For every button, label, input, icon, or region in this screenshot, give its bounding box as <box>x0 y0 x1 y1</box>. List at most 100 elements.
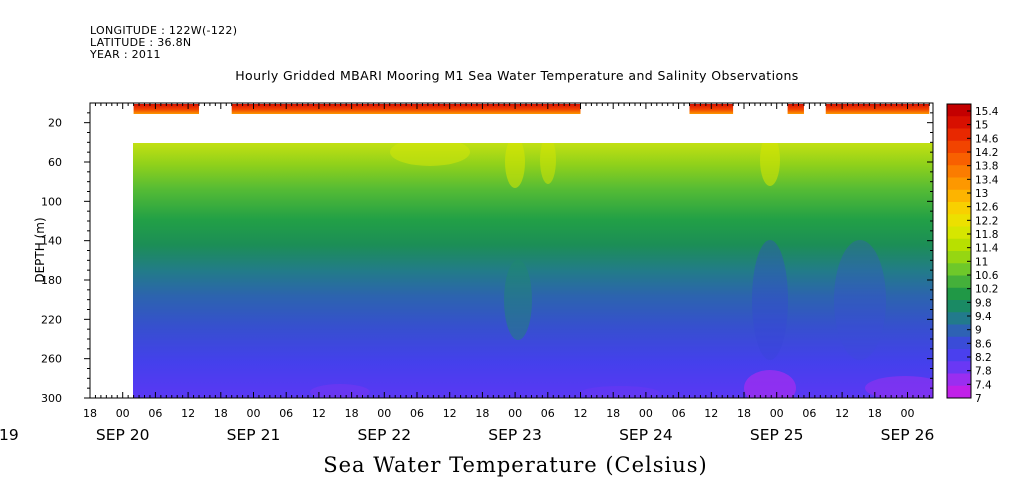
x-hour-label: 00 <box>901 407 915 420</box>
colorbar-label: 12.2 <box>975 215 998 227</box>
surface-bin <box>231 104 581 114</box>
x-day-label: SEP 20 <box>96 426 150 444</box>
colorbar-cell <box>947 349 971 362</box>
colorbar-cell <box>947 116 971 129</box>
x-hour-label: 06 <box>672 407 686 420</box>
x-hour-label: 18 <box>868 407 882 420</box>
temperature-field <box>133 143 933 398</box>
colorbar-cell <box>947 324 971 338</box>
colorbar-label: 7.8 <box>975 366 992 378</box>
x-day-label: SEP 22 <box>357 426 411 444</box>
x-day-label: SEP 25 <box>750 426 804 444</box>
year-label: YEAR : 2011 <box>90 48 161 61</box>
chart-title: Hourly Gridded MBARI Mooring M1 Sea Wate… <box>235 68 799 83</box>
colorbar-label: 13.8 <box>975 161 998 173</box>
colorbar-label: 15 <box>975 120 988 132</box>
x-hour-label: 00 <box>116 407 130 420</box>
x-hour-label: 12 <box>574 407 588 420</box>
colorbar-cell <box>947 336 971 350</box>
x-hour-label: 18 <box>214 407 228 420</box>
x-day-label: SEP 21 <box>227 426 281 444</box>
colorbar-cell <box>947 238 971 252</box>
axes: 20 60 100 140 180 220 260 300 18 00 06 12 18 00 06 12 18… <box>0 103 934 444</box>
x-day-label: SEP 19 <box>0 426 19 444</box>
colorbar-label: 15.4 <box>975 106 999 118</box>
colorbar-label: 9.8 <box>975 297 992 309</box>
colorbar-label: 7.4 <box>975 379 992 391</box>
x-hour-label: 06 <box>148 407 162 420</box>
colorbar-label: 14.6 <box>975 133 999 145</box>
colorbar-label: 14.2 <box>975 147 998 159</box>
colorbar-label: 7 <box>975 393 982 405</box>
colorbar-label: 10.2 <box>975 284 998 296</box>
colorbar-frame <box>946 103 972 399</box>
colorbar-label: 8.2 <box>975 352 992 364</box>
x-hour-label: 06 <box>802 407 816 420</box>
colorbar-cell <box>947 361 971 374</box>
x-hour-label: 06 <box>279 407 293 420</box>
x-day-label: SEP 24 <box>619 426 673 444</box>
x-hour-label: 18 <box>83 407 97 420</box>
colorbar-cell <box>947 153 971 166</box>
colorbar-cell <box>947 287 971 301</box>
x-hour-label: 18 <box>606 407 620 420</box>
colorbar-label: 8.6 <box>975 338 992 350</box>
colorbar-label: 9.4 <box>975 311 992 323</box>
x-hour-label: 06 <box>541 407 555 420</box>
x-axis-label: Sea Water Temperature (Celsius) <box>323 453 708 477</box>
colorbar-label: 11.8 <box>975 229 998 241</box>
surface-bin <box>825 104 930 114</box>
colorbar-label: 11.4 <box>975 243 999 255</box>
colorbar-cell <box>947 128 971 142</box>
x-hour-label: 18 <box>345 407 359 420</box>
x-hour-label: 12 <box>835 407 849 420</box>
colorbar-cell <box>947 140 971 154</box>
x-hour-label: 00 <box>508 407 522 420</box>
surface-bin <box>133 104 199 114</box>
colorbar-cell <box>947 263 971 276</box>
y-axis-label: DEPTH (m) <box>33 217 47 282</box>
colorbar-cell <box>947 300 971 313</box>
colorbar-cell <box>947 312 971 325</box>
colorbar-label: 13 <box>975 188 988 200</box>
colorbar-cell <box>947 226 971 240</box>
y-tick-label: 260 <box>41 353 62 366</box>
x-hour-label: 12 <box>704 407 718 420</box>
colorbar-label: 10.6 <box>975 270 999 282</box>
y-tick-label: 180 <box>41 274 62 287</box>
colorbar-cell <box>947 373 971 387</box>
x-hour-label: 00 <box>377 407 391 420</box>
latitude-label: LATITUDE : 36.8N <box>90 36 192 49</box>
colorbar-cell <box>947 202 971 215</box>
x-hour-label: 06 <box>410 407 424 420</box>
colorbar-label: 12.6 <box>975 202 999 214</box>
x-hour-label: 18 <box>475 407 489 420</box>
x-hour-label: 12 <box>181 407 195 420</box>
colorbar-cell <box>947 177 971 191</box>
y-tick-label: 100 <box>41 195 62 208</box>
colorbar-cell <box>947 189 971 203</box>
colorbar-cell <box>947 104 971 117</box>
colorbar-cell <box>947 214 971 227</box>
colorbar-label: 9 <box>975 325 982 337</box>
x-hour-label: 00 <box>639 407 653 420</box>
x-hour-label: 12 <box>312 407 326 420</box>
colorbar-cell <box>947 251 971 264</box>
y-tick-label: 220 <box>41 313 62 326</box>
colorbar-cell <box>947 275 971 289</box>
x-day-label: SEP 26 <box>881 426 935 444</box>
y-tick-label: 20 <box>48 117 62 130</box>
longitude-label: LONGITUDE : 122W(-122) <box>90 24 238 37</box>
x-day-label: SEP 23 <box>488 426 542 444</box>
colorbar-label: 11 <box>975 256 988 268</box>
colorbar-cell <box>947 165 971 178</box>
y-tick-label: 60 <box>48 156 62 169</box>
x-hour-label: 00 <box>247 407 261 420</box>
y-tick-label: 140 <box>41 235 62 248</box>
x-hour-label: 12 <box>443 407 457 420</box>
surface-bin <box>787 104 804 114</box>
colorbar-cell <box>947 385 971 399</box>
colorbar-label: 13.4 <box>975 174 999 186</box>
